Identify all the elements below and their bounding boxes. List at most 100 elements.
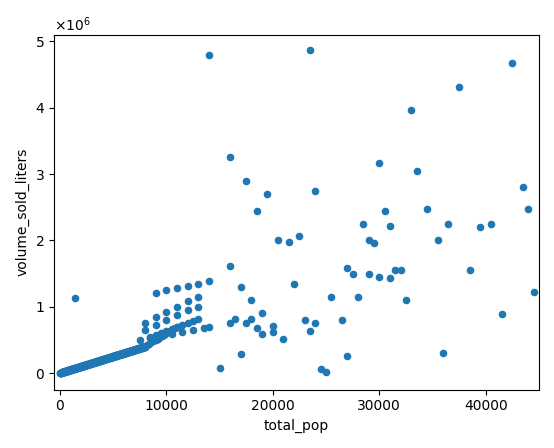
Point — [247, 315, 256, 322]
Point — [78, 362, 87, 370]
Point — [81, 362, 90, 369]
Point — [160, 331, 168, 338]
Point — [136, 344, 145, 351]
Point — [60, 368, 69, 375]
Point — [136, 345, 145, 352]
Point — [121, 349, 130, 356]
Point — [116, 351, 125, 358]
Point — [170, 324, 179, 332]
Point — [57, 369, 66, 376]
Point — [70, 294, 79, 302]
Point — [104, 354, 112, 362]
Point — [66, 366, 75, 373]
X-axis label: total_pop: total_pop — [264, 419, 329, 433]
Point — [107, 353, 116, 361]
Point — [127, 347, 136, 354]
Point — [95, 357, 104, 364]
Point — [83, 361, 91, 368]
Point — [151, 322, 160, 329]
Point — [524, 205, 533, 212]
Point — [77, 362, 86, 370]
Point — [109, 353, 117, 360]
Point — [84, 361, 93, 368]
Point — [114, 351, 123, 358]
Point — [204, 278, 213, 285]
Point — [102, 355, 111, 362]
Point — [129, 347, 137, 354]
Point — [63, 367, 71, 375]
Point — [70, 365, 79, 372]
Point — [100, 356, 109, 363]
Point — [56, 369, 65, 376]
Point — [96, 357, 105, 364]
Point — [71, 365, 80, 372]
Point — [120, 349, 129, 357]
Point — [88, 359, 96, 366]
Point — [111, 352, 120, 359]
Point — [108, 353, 117, 360]
Point — [89, 359, 98, 366]
Point — [343, 352, 352, 359]
Point — [167, 325, 176, 332]
Point — [121, 349, 130, 356]
Point — [112, 352, 121, 359]
Point — [508, 60, 517, 67]
Point — [111, 352, 120, 359]
Point — [103, 355, 112, 362]
Point — [136, 345, 145, 352]
Point — [79, 362, 88, 369]
Point — [486, 220, 495, 228]
Point — [268, 322, 277, 329]
Point — [166, 327, 175, 334]
Point — [300, 316, 309, 323]
Point — [73, 364, 81, 371]
Point — [476, 224, 485, 231]
Point — [79, 362, 88, 369]
Point — [194, 280, 203, 288]
Point — [89, 359, 98, 366]
Point — [127, 347, 136, 354]
Point — [104, 354, 113, 362]
Point — [61, 368, 70, 375]
Point — [82, 361, 91, 368]
Point — [126, 348, 135, 355]
Point — [290, 280, 299, 288]
Point — [96, 357, 105, 364]
Point — [258, 310, 266, 317]
Point — [132, 345, 141, 353]
Point — [99, 356, 107, 363]
Point — [65, 366, 74, 374]
Point — [263, 190, 272, 198]
Point — [247, 297, 256, 304]
Point — [96, 357, 105, 364]
Point — [131, 346, 140, 353]
Point — [108, 353, 117, 360]
Point — [194, 303, 203, 310]
Point — [75, 363, 84, 370]
Point — [94, 358, 102, 365]
Point — [125, 348, 134, 355]
Point — [92, 358, 101, 365]
Point — [433, 237, 442, 244]
Point — [63, 367, 72, 374]
Point — [85, 360, 94, 367]
Point — [64, 367, 73, 374]
Point — [153, 335, 162, 342]
Point — [156, 329, 165, 336]
Point — [439, 349, 448, 357]
Point — [151, 331, 160, 338]
Point — [101, 355, 110, 362]
Point — [172, 323, 181, 330]
Point — [137, 344, 146, 351]
Point — [145, 340, 153, 347]
Point — [97, 357, 106, 364]
Point — [135, 345, 143, 352]
Point — [95, 358, 104, 365]
Point — [135, 345, 144, 352]
Point — [140, 343, 149, 350]
Point — [92, 358, 101, 365]
Point — [92, 358, 101, 365]
Point — [95, 357, 104, 364]
Point — [110, 353, 119, 360]
Point — [121, 349, 130, 356]
